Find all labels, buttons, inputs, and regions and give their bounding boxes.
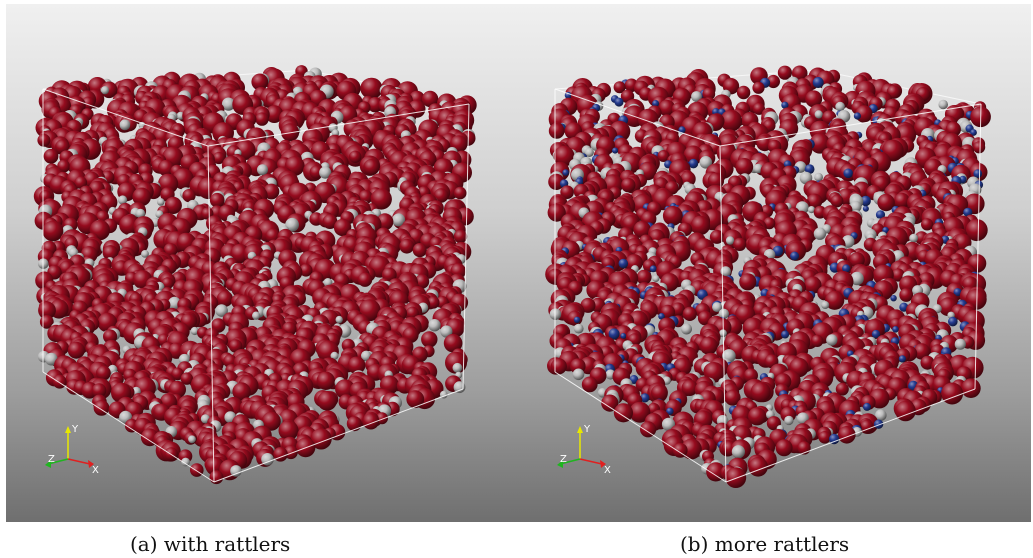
figure: Y Z X Y Z X — [6, 4, 1031, 522]
axis-label-x: X — [92, 465, 99, 476]
axis-label-z: Z — [560, 454, 567, 465]
axes-triad: Y Z X — [45, 424, 99, 476]
axis-label-y: Y — [71, 424, 79, 435]
caption-b: (b) more rattlers — [680, 532, 850, 556]
particle-spheres — [545, 65, 991, 488]
packing-render-a: Y Z X — [33, 65, 477, 485]
box-front-edges — [554, 88, 982, 483]
particle-spheres — [33, 65, 477, 485]
box-front-edges — [42, 88, 470, 483]
axis-label-x: X — [604, 465, 611, 476]
axis-label-y: Y — [583, 424, 591, 435]
axes-triad: Y Z X — [557, 424, 611, 476]
axis-label-z: Z — [48, 454, 55, 465]
panel-more-rattlers: Y Z X — [518, 4, 1031, 522]
panel-with-rattlers: Y Z X — [6, 4, 518, 522]
packing-render-b: Y Z X — [545, 65, 991, 488]
caption-a: (a) with rattlers — [130, 532, 291, 556]
